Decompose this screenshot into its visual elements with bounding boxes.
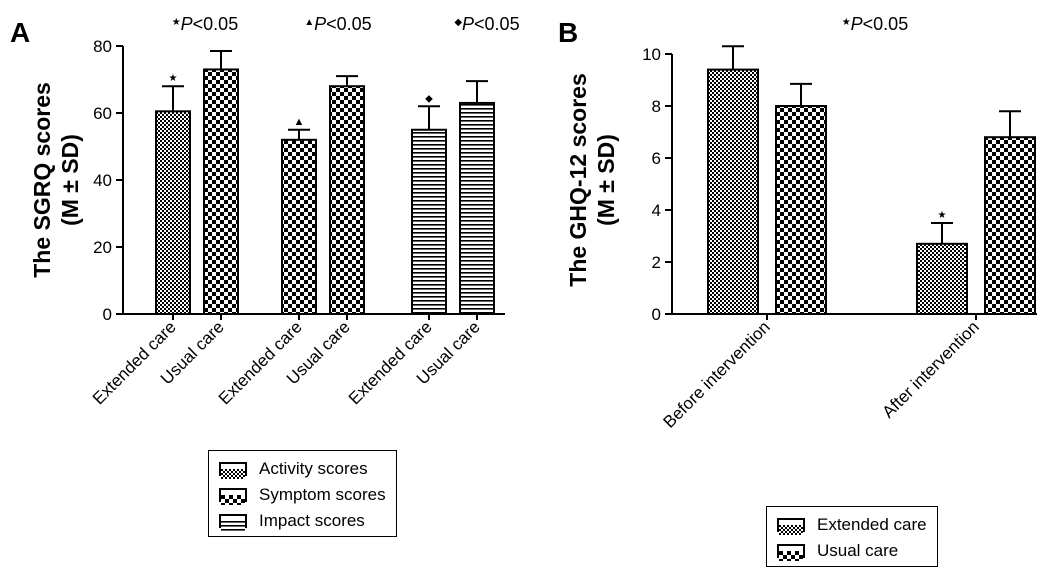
p-value-annotation-a: ▲P<0.05 — [304, 14, 371, 34]
y-tick-label-b: 6 — [652, 149, 661, 168]
y-axis-label-b: The GHQ-12 scores (M ± SD) — [565, 73, 619, 286]
x-tick-label-a: Extended care — [215, 317, 306, 408]
y-tick-label-a: 80 — [93, 37, 112, 56]
legend-item: Impact scores — [219, 508, 386, 534]
x-tick-label-b: Before intervention — [659, 317, 773, 431]
x-tick-label-a: Extended care — [89, 317, 180, 408]
x-tick-label-group-b: Before intervention — [659, 317, 773, 431]
bar-a — [329, 85, 365, 315]
bar-a — [411, 128, 447, 315]
panel-b-chart: B The GHQ-12 scores (M ± SD) 0 2 4 6 8 10 Before … — [558, 14, 1037, 432]
legend-label: Symptom scores — [259, 485, 386, 504]
legend-swatch-fill — [221, 521, 245, 531]
x-tick-label-a: Extended care — [345, 317, 436, 408]
legend-panel-a: Activity scores Symptom scores Impact scor… — [208, 450, 397, 537]
y-tick-label-b: 8 — [652, 97, 661, 116]
p-value-annotation-b: ★P<0.05 — [842, 14, 908, 34]
y-tick-label-b: 4 — [652, 201, 661, 220]
panel-label-b: B — [558, 17, 578, 48]
legend-swatch — [219, 514, 247, 531]
bar-b — [775, 105, 827, 315]
panel-label-a: A — [10, 17, 30, 48]
y-tick-label-a: 60 — [93, 104, 112, 123]
bar-b — [916, 242, 968, 315]
legend-label: Usual care — [817, 541, 899, 560]
bar-b — [984, 136, 1036, 315]
y-axis-label-a: The SGRQ scores (M ± SD) — [29, 82, 83, 278]
x-tick-label-group-b: After intervention — [879, 317, 983, 421]
y-tick-label-a: 0 — [103, 305, 112, 324]
legend-swatch-rect — [221, 495, 245, 505]
x-tick-label-b: After intervention — [879, 317, 983, 421]
legend-swatch — [219, 488, 247, 505]
legend-swatch — [777, 544, 805, 561]
bar-a — [203, 68, 239, 315]
y-axis-unit-b: (M ± SD) — [593, 134, 619, 226]
bar-b — [707, 68, 759, 315]
legend-item: Activity scores — [219, 456, 386, 482]
legend-label: Activity scores — [259, 459, 368, 478]
y-tick-label-b: 0 — [652, 305, 661, 324]
x-tick-label-group-a: Extended care — [89, 317, 180, 408]
legend-label: Impact scores — [259, 511, 365, 530]
legend-swatch-rect — [221, 469, 245, 479]
bar-a — [459, 101, 495, 315]
legend-swatch-fill — [779, 551, 803, 561]
legend-item: Usual care — [777, 538, 927, 564]
legend-swatch-rect — [779, 525, 803, 535]
legend-label: Extended care — [817, 515, 927, 534]
significance-marker-a: ◆ — [425, 93, 433, 104]
y-tick-label-a: 40 — [93, 171, 112, 190]
significance-marker-a: ▲ — [294, 116, 305, 128]
x-tick-label-group-a: Extended care — [345, 317, 436, 408]
legend-item: Extended care — [777, 512, 927, 538]
y-axis-title-a: The SGRQ scores — [29, 82, 55, 278]
legend-swatch-rect — [779, 551, 803, 561]
y-tick-label-b: 2 — [652, 253, 661, 272]
x-tick-label-group-a: Extended care — [215, 317, 306, 408]
significance-marker-b: ★ — [938, 210, 947, 221]
bar-a — [281, 138, 317, 315]
legend-item: Symptom scores — [219, 482, 386, 508]
legend-swatch — [777, 518, 805, 535]
legend-swatch-rect — [221, 521, 245, 531]
legend-swatch-fill — [221, 469, 245, 479]
y-axis-unit-a: (M ± SD) — [57, 134, 83, 226]
p-value-annotation-a: ★P<0.05 — [172, 14, 238, 34]
bar-a — [155, 110, 191, 315]
legend-swatch-fill — [779, 525, 803, 535]
legend-swatch — [219, 462, 247, 479]
p-value-annotation-a: ◆P<0.05 — [454, 14, 519, 34]
significance-marker-a: ★ — [169, 73, 178, 84]
panel-a-chart: A The SGRQ scores (M ± SD) 0 20 40 60 80 ★ Extend… — [10, 14, 520, 408]
y-tick-label-b: 10 — [642, 45, 661, 64]
legend-swatch-fill — [221, 495, 245, 505]
legend-panel-b: Extended care Usual care — [766, 506, 938, 567]
y-axis-title-b: The GHQ-12 scores — [565, 73, 591, 286]
y-tick-label-a: 20 — [93, 238, 112, 257]
